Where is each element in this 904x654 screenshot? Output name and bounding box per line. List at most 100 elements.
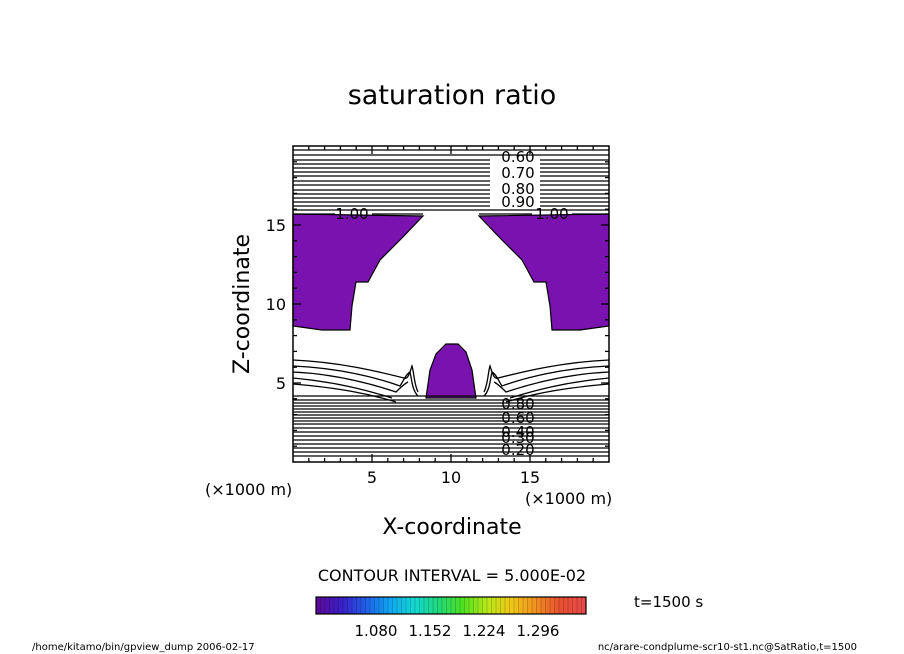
fill-region-central-plume — [425, 343, 477, 399]
colorbar — [315, 597, 587, 614]
contour-label-upper-1: 0.60 — [501, 148, 534, 166]
colorbar-segment — [545, 597, 551, 614]
contour-line-middle-left — [292, 359, 419, 393]
colorbar-segment — [469, 597, 474, 614]
supersaturated-fill-regions — [292, 213, 610, 399]
time-label: t=1500 s — [634, 593, 703, 611]
colorbar-segment — [401, 597, 407, 614]
colorbar-segment — [527, 597, 533, 614]
contour-line-middle-right — [493, 371, 610, 393]
contour-line-middle-right — [483, 359, 610, 393]
colorbar-segment — [361, 597, 366, 614]
colorbar-segment — [532, 597, 537, 614]
contour-label-upper-2: 0.70 — [501, 164, 534, 182]
colorbar-segment — [316, 597, 321, 614]
colorbar-segment — [523, 597, 528, 614]
colorbar-segment — [325, 597, 330, 614]
contour-label-lower-5: 0.20 — [501, 441, 534, 459]
fill-region-upper-right — [477, 213, 610, 331]
colorbar-segment — [464, 597, 470, 614]
y-tick-label-2: 10 — [266, 295, 286, 314]
colorbar-segment — [572, 597, 578, 614]
x-axis-unit: (×1000 m) — [525, 489, 612, 508]
contour-label-lower-1: 0.80 — [501, 395, 534, 413]
contour-line-middle-left — [292, 365, 419, 397]
colorbar-tick-2: 1.152 — [409, 622, 452, 640]
colorbar-segment — [320, 597, 326, 614]
colorbar-segment — [491, 597, 497, 614]
colorbar-segment — [437, 597, 443, 614]
colorbar-segment — [410, 597, 416, 614]
contour-label-upper-4: 0.90 — [501, 193, 534, 211]
x-axis-label: X-coordinate — [382, 515, 521, 540]
colorbar-segment — [397, 597, 402, 614]
contour-labels: 0.60 0.70 0.80 0.90 1.00 1.00 0.80 0.60 … — [335, 148, 568, 459]
colorbar-segment — [406, 597, 411, 614]
contour-label-lower-4: 0.30 — [501, 429, 534, 447]
colorbar-frame — [315, 596, 587, 615]
contour-line-middle-left — [292, 371, 409, 393]
colorbar-segment — [451, 597, 456, 614]
colorbar-segment — [356, 597, 362, 614]
colorbar-segment — [460, 597, 465, 614]
x-tick-label-3: 15 — [520, 468, 540, 487]
y-tick-label-3: 15 — [266, 216, 286, 235]
colorbar-segment — [505, 597, 510, 614]
colorbar-segment — [536, 597, 542, 614]
colorbar-segment — [473, 597, 479, 614]
colorbar-tick-3: 1.224 — [463, 622, 506, 640]
colorbar-segment — [383, 597, 389, 614]
colorbar-segment — [392, 597, 398, 614]
colorbar-segment — [563, 597, 569, 614]
contour-line-middle-right — [483, 365, 610, 397]
colorbar-segment — [419, 597, 425, 614]
colorbar-segment — [500, 597, 506, 614]
colorbar-segment — [581, 597, 587, 614]
contour-interval-label: CONTOUR INTERVAL = 5.000E-02 — [318, 566, 586, 585]
colorbar-segment — [577, 597, 582, 614]
colorbar-segment — [455, 597, 461, 614]
colorbar-segment — [433, 597, 438, 614]
colorbar-segment — [338, 597, 344, 614]
colorbar-segment — [568, 597, 573, 614]
contour-label-level-1-right: 1.00 — [535, 205, 568, 223]
x-tick-label-2: 10 — [441, 468, 461, 487]
colorbar-segment — [496, 597, 501, 614]
axis-ticks — [293, 146, 609, 462]
colorbar-tick-1: 1.080 — [355, 622, 398, 640]
colorbar-segment — [509, 597, 515, 614]
contour-label-lower-3: 0.40 — [501, 423, 534, 441]
colorbar-segment — [370, 597, 375, 614]
colorbar-segment — [518, 597, 524, 614]
colorbar-segment — [365, 597, 371, 614]
contour-lines — [292, 149, 610, 457]
colorbar-segment — [374, 597, 380, 614]
fill-region-upper-left — [292, 213, 425, 331]
footer-right: nc/arare-condplume-scr10-st1.nc@SatRatio… — [598, 642, 857, 653]
colorbar-segment — [487, 597, 492, 614]
colorbar-tick-4: 1.296 — [517, 622, 560, 640]
y-tick-label-1: 5 — [276, 374, 286, 393]
x-tick-label-1: 5 — [367, 468, 377, 487]
colorbar-segment — [446, 597, 452, 614]
colorbar-segment — [559, 597, 564, 614]
colorbar-segment — [329, 597, 335, 614]
colorbar-segment — [388, 597, 393, 614]
colorbar-segment — [379, 597, 384, 614]
colorbar-segment — [347, 597, 353, 614]
colorbar-segment — [442, 597, 447, 614]
colorbar-segment — [334, 597, 339, 614]
colorbar-segment — [482, 597, 488, 614]
colorbar-segment — [554, 597, 560, 614]
y-axis-unit: (×1000 m) — [205, 480, 292, 499]
plot-area: 0.60 0.70 0.80 0.90 1.00 1.00 0.80 0.60 … — [292, 145, 610, 463]
contour-label-level-1-left: 1.00 — [335, 205, 368, 223]
colorbar-segment — [343, 597, 348, 614]
colorbar-segment — [424, 597, 429, 614]
colorbar-segment — [541, 597, 546, 614]
footer-left: /home/kitamo/bin/gpview_dump 2006-02-17 — [32, 642, 255, 653]
colorbar-segment — [352, 597, 357, 614]
colorbar-segment — [478, 597, 483, 614]
y-axis-label: Z-coordinate — [230, 234, 255, 374]
